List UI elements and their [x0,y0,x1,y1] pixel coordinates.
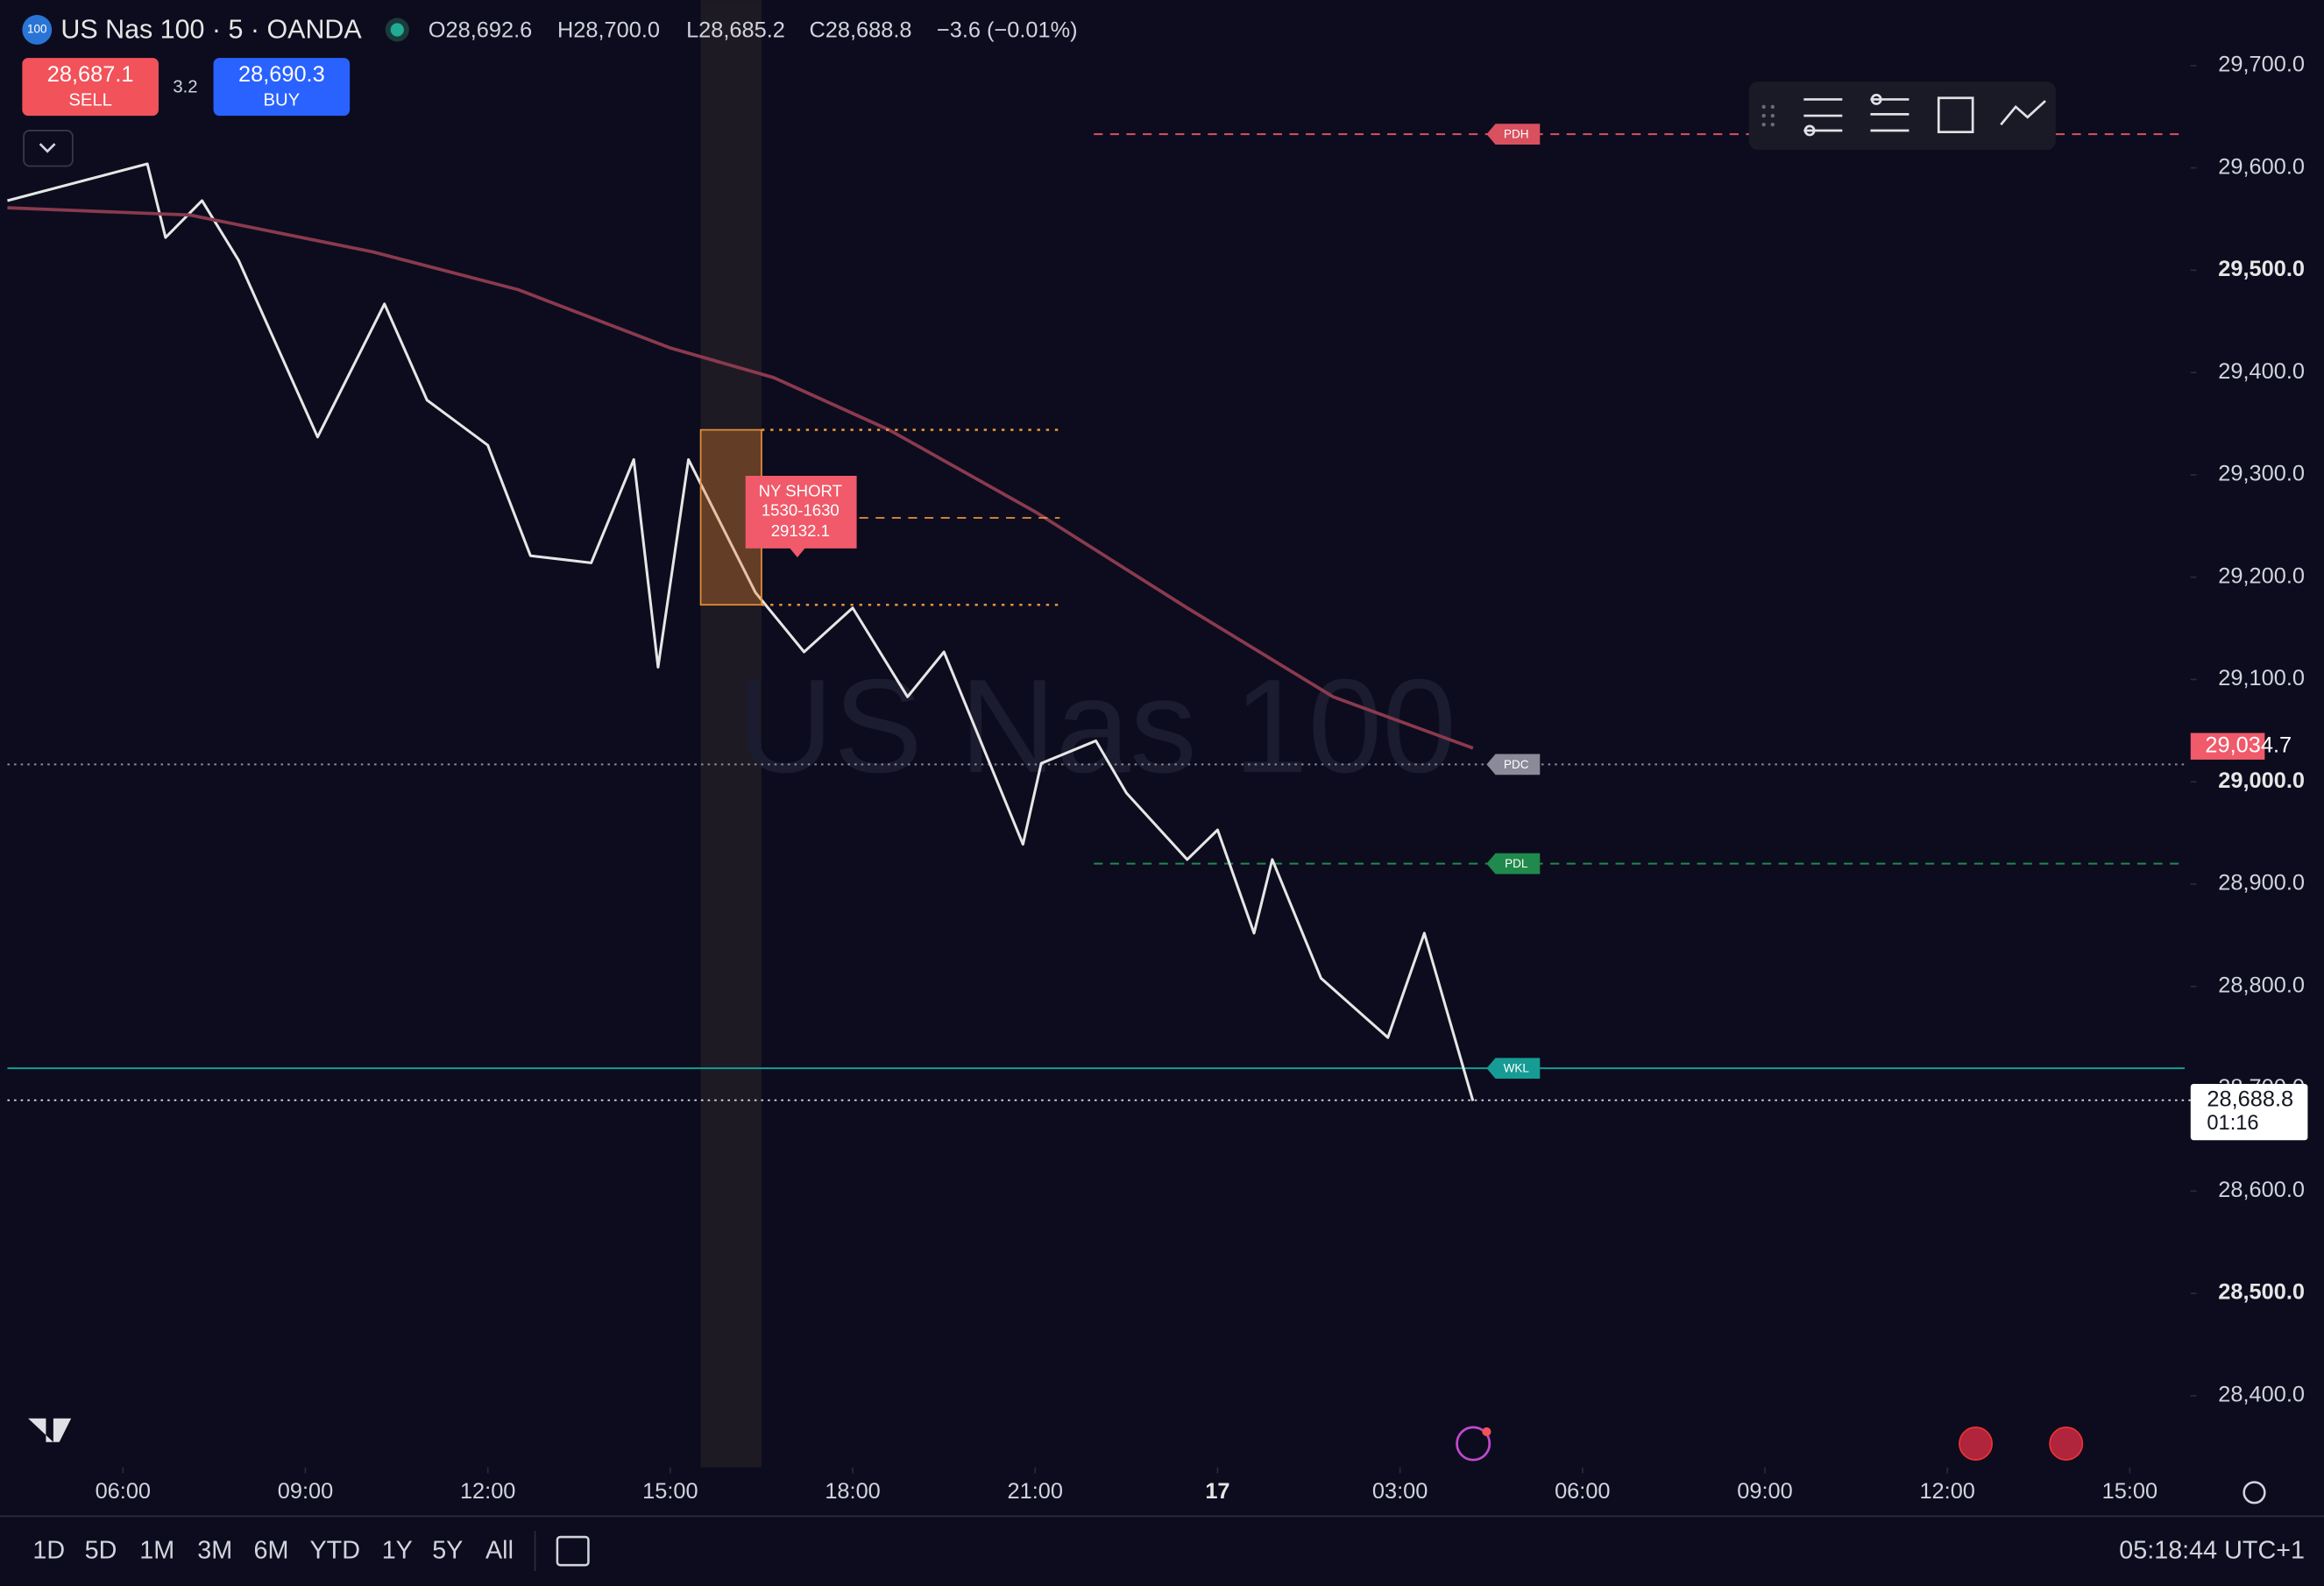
buy-label: BUY [264,91,301,110]
status-dot [390,23,404,37]
level-label: PDC [1504,758,1529,771]
symbol-icon [22,15,53,45]
timeframe-bar: 1D 5D 1M 3M 6M YTD 1Y 5Y All [32,1537,514,1565]
short-position-tool[interactable] [1870,94,1910,132]
clock: 05:18:44 UTC+1 [2119,1537,2305,1565]
session-label-box [745,476,857,558]
chevron-icon [39,143,56,153]
x-tick-label: 12:00 [1919,1479,1974,1504]
x-tick-label: 17 [1205,1479,1229,1504]
y-tick-label: 29,300.0 [2218,462,2305,486]
timeframe-button[interactable]: 3M [197,1537,232,1565]
ma-tag [2190,733,2265,760]
level-label: WKL [1504,1062,1530,1075]
x-tick-label: 15:00 [2102,1479,2157,1504]
x-tick-label: 12:00 [460,1479,515,1504]
level-label: PDL [1505,857,1528,870]
ohlc-close: C28,688.8 [809,18,911,42]
collapse-button[interactable] [23,130,74,167]
ohlc-open: O28,692.6 [429,18,532,42]
ohlc-change: −3.6 (−0.01%) [937,18,1078,42]
session-band [700,0,762,1468]
events-icon[interactable] [1456,1426,1491,1462]
timeframe-button[interactable]: 1M [139,1537,174,1565]
y-tick-label: 28,600.0 [2218,1178,2305,1202]
x-tick-label: 06:00 [1555,1479,1610,1504]
x-tick-label: 06:00 [96,1479,151,1504]
symbol[interactable]: US Nas 100 · 5 · OANDA [60,15,362,45]
price-line [7,162,1475,1101]
sell-button[interactable] [22,58,159,117]
last-price-label: 28,688.8 [2207,1087,2293,1111]
price-line [7,206,1474,750]
level-label: PDH [1504,128,1529,141]
rectangle-tool[interactable] [1937,96,1974,134]
y-tick-label: 28,900.0 [2218,871,2305,896]
sell-price: 28,687.1 [47,62,134,87]
y-tick-label: 29,000.0 [2218,768,2305,793]
symbol-badge: 100 [27,23,47,36]
logo[interactable] [28,1418,72,1442]
session-title: NY SHORT [759,482,842,500]
x-tick-label: 15:00 [642,1479,698,1504]
timeframe-button[interactable]: 1D [32,1537,65,1565]
ohlc-low: L28,685.2 [686,18,785,42]
trend-tool[interactable] [2000,100,2046,126]
y-tick-label: 29,200.0 [2218,563,2305,588]
timeframe-button[interactable]: 5D [85,1537,117,1565]
y-tick-label: 28,500.0 [2218,1280,2305,1305]
x-tick-label: 03:00 [1372,1479,1428,1504]
long-position-tool[interactable] [1803,98,1843,137]
timeframe-button[interactable]: 6M [254,1537,289,1565]
session-range: 1530-1630 [762,501,840,520]
y-tick-label: 28,800.0 [2218,973,2305,997]
y-tick-label: 28,400.0 [2218,1383,2305,1407]
y-tick-label: 29,600.0 [2218,154,2305,179]
plot-area: US Nas 10028,400.028,500.028,600.028,700… [7,0,2308,1504]
x-tick-label: 09:00 [1737,1479,1792,1504]
y-tick-label: 29,700.0 [2218,53,2305,77]
us-event-icon[interactable] [1959,1427,1993,1461]
y-tick-label: 29,500.0 [2218,257,2305,281]
level-tag [1486,124,1541,145]
date-range-button[interactable] [556,1535,590,1567]
spread: 3.2 [173,77,197,96]
y-tick-label: 29,400.0 [2218,359,2305,384]
watermark: US Nas 100 [737,652,1456,801]
buy-price: 28,690.3 [238,62,325,87]
drag-handle[interactable] [1761,104,1775,127]
buy-button[interactable] [213,58,351,117]
ma-tag-label: 29,034.7 [2205,733,2292,757]
timeframe-button[interactable]: All [485,1537,514,1565]
timeframe-button[interactable]: 5Y [432,1537,463,1565]
session-price: 29132.1 [771,521,830,540]
x-tick-label: 21:00 [1008,1479,1063,1504]
events-dot [1482,1427,1491,1437]
countdown: 01:16 [2207,1112,2258,1135]
timeframe-button[interactable]: YTD [309,1537,360,1565]
us-event-icon[interactable] [2049,1427,2084,1461]
x-tick-label: 18:00 [825,1479,880,1504]
level-tag [1486,853,1541,874]
ohlc-high: H28,700.0 [557,18,660,42]
sell-label: SELL [68,91,112,110]
level-tag [1486,1058,1541,1080]
level-tag [1486,754,1541,775]
timeframe-button[interactable]: 1Y [382,1537,413,1565]
settings-icon[interactable] [2243,1481,2266,1505]
last-price-tag [2190,1083,2308,1141]
x-tick-label: 09:00 [278,1479,333,1504]
y-tick-label: 29,100.0 [2218,666,2305,690]
